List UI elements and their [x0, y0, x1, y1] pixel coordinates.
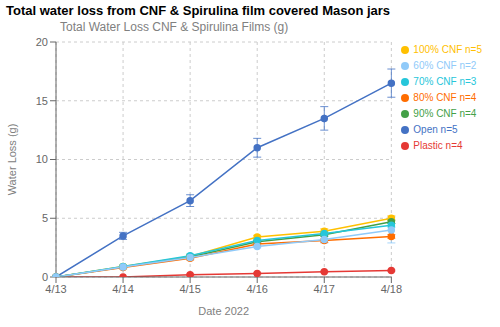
svg-text:10: 10 [36, 153, 48, 165]
svg-text:4/17: 4/17 [314, 283, 335, 295]
html-text:Plastic n=4: Plastic n=4 [413, 140, 463, 151]
svg-text:4/18: 4/18 [381, 283, 402, 295]
html-text:Total Water Loss CNF & Spiruli: Total Water Loss CNF & Spirulina Films (… [60, 20, 289, 34]
html-text:90% CNF n=4: 90% CNF n=4 [413, 108, 477, 119]
html-text:100% CNF n=5: 100% CNF n=5 [413, 44, 482, 55]
svg-text:Water Loss (g): Water Loss (g) [8, 124, 18, 196]
svg-text:5: 5 [42, 212, 48, 224]
html-text:Open n=5: Open n=5 [413, 124, 458, 135]
svg-text:0: 0 [42, 271, 48, 283]
html-text:Total water loss from CNF & Sp: Total water loss from CNF & Spirulina fi… [6, 3, 391, 18]
html-text:70% CNF n=3: 70% CNF n=3 [413, 76, 477, 87]
svg-text:4/14: 4/14 [112, 283, 133, 295]
svg-text:20: 20 [36, 36, 48, 48]
svg-text:4/15: 4/15 [179, 283, 200, 295]
html-text:60% CNF n=2: 60% CNF n=2 [413, 60, 477, 71]
svg-text:Date 2022: Date 2022 [198, 305, 249, 317]
svg-text:4/16: 4/16 [246, 283, 267, 295]
svg-text:4/13: 4/13 [45, 283, 66, 295]
svg-text:15: 15 [36, 95, 48, 107]
html-text:80% CNF n=4: 80% CNF n=4 [413, 92, 477, 103]
